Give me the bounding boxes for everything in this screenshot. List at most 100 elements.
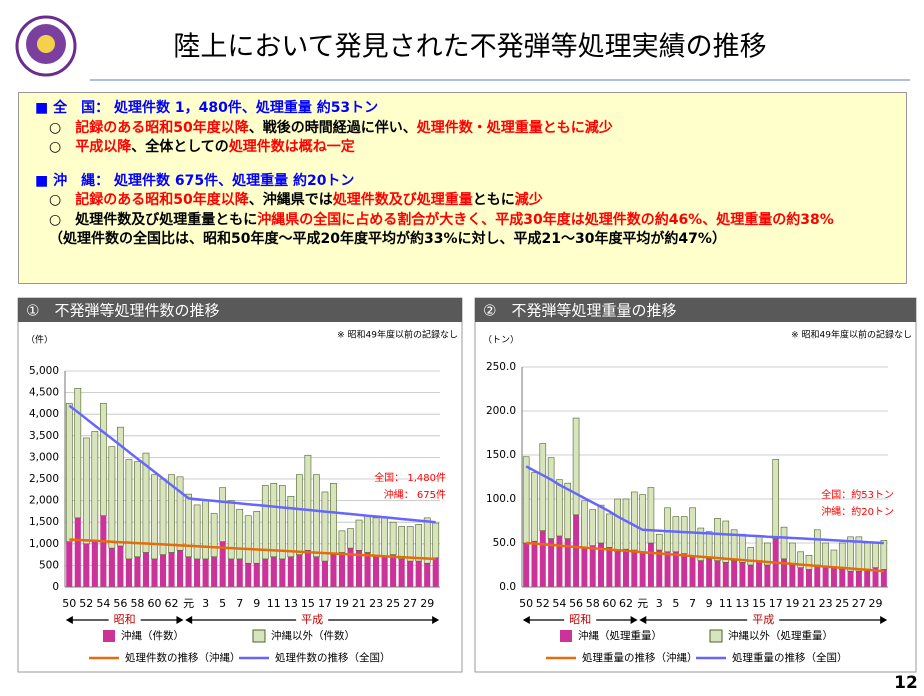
bar-segment <box>219 541 226 587</box>
bar-segment <box>279 558 286 587</box>
bar-segment <box>556 479 563 537</box>
legend-label: 処理件数の推移（沖縄） <box>125 651 241 664</box>
y-tick-label: 4,500 <box>29 387 59 399</box>
x-tick-label: 11 <box>719 597 733 610</box>
bar-segment <box>74 517 81 587</box>
bar-segment <box>830 549 838 568</box>
bar-segment <box>855 571 862 587</box>
bar-segment <box>614 551 621 587</box>
x-tick-label: 15 <box>301 597 315 610</box>
bar-segment <box>647 543 654 587</box>
summary-item: ○ 平成以降、全体としての処理件数は概ね一定 <box>49 138 898 158</box>
x-tick-label: 5 <box>219 597 226 610</box>
bar-segment <box>581 547 588 587</box>
x-tick-label: 56 <box>113 597 127 610</box>
bar-segment <box>185 556 192 587</box>
bar-segment <box>655 533 663 551</box>
bar-segment <box>168 552 175 587</box>
y-tick-label: 50.0 <box>493 537 516 549</box>
legend-label: 沖縄（件数） <box>121 629 184 642</box>
bar-segment <box>185 493 192 558</box>
y-tick-label: 5,000 <box>29 365 59 377</box>
bar-segment <box>262 558 269 587</box>
bar-segment <box>398 526 406 560</box>
bar-segment <box>193 504 201 560</box>
bar-segment <box>847 536 854 572</box>
bar-segment <box>117 545 124 587</box>
x-tick-label: 52 <box>536 597 550 610</box>
summary-text: ○ <box>49 211 76 228</box>
bar-segment <box>313 474 320 558</box>
bar-segment <box>789 542 796 566</box>
legend-label: 沖縄（処理重量） <box>578 629 662 642</box>
x-tick-label: 23 <box>369 597 383 610</box>
bar-segment <box>261 485 269 560</box>
summary-item: ○ 処理件数及び処理重量ともに沖縄県の全国に占める割合が大きく、平成30年度は処… <box>49 211 898 231</box>
bar-segment <box>432 557 439 587</box>
bar-segment <box>100 515 107 587</box>
bar-segment <box>747 547 755 566</box>
unit-label: （トン） <box>483 335 519 346</box>
y-tick-label: 3,500 <box>29 430 59 442</box>
bar-segment <box>556 535 563 587</box>
x-tick-label: 56 <box>569 597 583 610</box>
bar-segment <box>706 558 713 587</box>
x-tick-label: 13 <box>284 597 298 610</box>
bar-segment <box>739 562 746 587</box>
bar-segment <box>355 519 363 551</box>
bar-segment <box>66 541 73 587</box>
bar-segment <box>647 487 655 544</box>
summary-text: 処理件数は概ね一定 <box>228 139 355 155</box>
x-tick-label: 11 <box>267 597 281 610</box>
bar-segment <box>564 538 571 587</box>
x-tick-label: 25 <box>386 597 400 610</box>
bar-segment <box>373 556 380 587</box>
summary-text: 沖縄県の全国に占める割合が大きく、平成30年度は処理件数の約46%、処理重量の約… <box>257 211 834 228</box>
bar-segment <box>390 554 397 587</box>
bar-segment <box>304 550 311 587</box>
summary-item: ○ 記録のある昭和50年度以降、沖縄県では処理件数及び処理重量ともに減少 <box>49 191 898 211</box>
annotation: 沖縄：約20トン <box>821 505 894 518</box>
trend-line <box>526 541 884 573</box>
x-tick-label: 27 <box>852 597 866 610</box>
bar-segment <box>731 560 738 587</box>
x-tick-label: 元 <box>637 597 648 610</box>
bar-segment <box>432 522 440 559</box>
bar-segment <box>278 485 286 560</box>
summary-text: ともに <box>472 192 515 208</box>
x-tick-label: 17 <box>318 597 332 610</box>
bar-segment <box>797 567 804 587</box>
legend-swatch <box>560 630 572 642</box>
panel-title: ① 不発弾等処理件数の推移 <box>26 302 219 320</box>
bar-segment <box>168 474 175 553</box>
y-tick-label: 100.0 <box>486 493 516 505</box>
bar-segment <box>598 543 605 587</box>
x-tick-label: 9 <box>253 597 260 610</box>
summary-heading: ■ 沖 縄： 処理件数 675件、処理重量 約20トン <box>35 172 355 189</box>
bar-segment <box>664 507 671 553</box>
summary-section: ■ 全 国： 処理件数 1，480件、処理重量 約53トン ○ 記録のある昭和50… <box>27 99 898 158</box>
legend-swatch <box>252 629 266 643</box>
y-tick-label: 0 <box>52 581 59 593</box>
era-label: 昭和 <box>569 613 591 626</box>
bar-segment <box>739 533 746 563</box>
bar-segment <box>814 565 821 587</box>
x-tick-label: 15 <box>752 597 766 610</box>
x-tick-label: 13 <box>735 597 749 610</box>
note: ※ 昭和49年度以前の記録なし <box>337 329 458 341</box>
trend-line <box>69 538 436 561</box>
bar-segment <box>680 516 688 554</box>
bar-segment <box>631 491 638 551</box>
bar-segment <box>573 514 580 587</box>
bar-segment <box>681 553 688 587</box>
bar-segment <box>296 474 303 555</box>
summary-text: 、戦後の時間経過に伴い、 <box>248 119 417 136</box>
summary-text: 処理件数及び処理重量ともに <box>75 211 258 228</box>
bar-segment <box>622 549 629 587</box>
bar-segment <box>539 443 547 531</box>
bar-segment <box>764 542 771 566</box>
y-tick-label: 2,000 <box>29 495 59 507</box>
bar-segment <box>296 554 303 587</box>
bar-segment <box>872 567 879 587</box>
bar-segment <box>664 551 671 587</box>
